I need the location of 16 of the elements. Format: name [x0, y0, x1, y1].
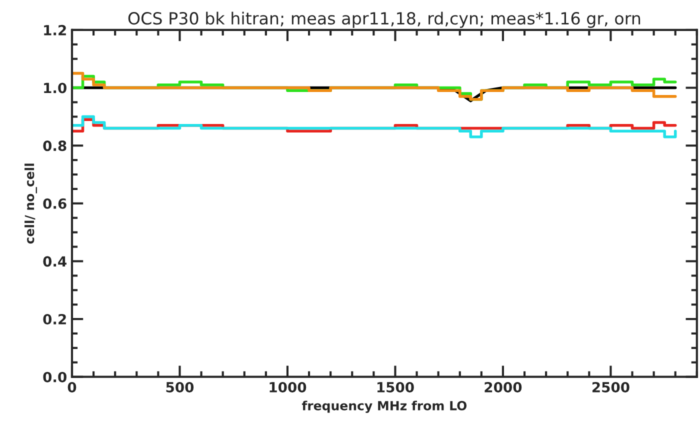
chart-title: OCS P30 bk hitran; meas apr11,18, rd,cyn; meas*1.16 gr, orn: [128, 12, 640, 28]
x-tick-label: 2000: [484, 382, 522, 392]
x-tick-label: 500: [166, 382, 194, 392]
y-tick-label: 1.0: [44, 82, 66, 94]
x-axis-title: frequency MHz from LO: [302, 400, 467, 413]
y-tick-label: 0.6: [43, 198, 66, 209]
x-tick-label: 1000: [270, 382, 306, 392]
y-tick-label: 0.4: [43, 256, 66, 267]
y-axis-title: cell/ no_cell: [24, 164, 37, 244]
y-tick-label: 0.2: [43, 314, 66, 325]
x-tick-label: 2500: [592, 382, 630, 392]
y-tick-label: 1.2: [44, 24, 66, 36]
x-tick-label: 1500: [377, 382, 414, 392]
x-tick-label: 0: [68, 382, 76, 392]
y-tick-label: 0.0: [43, 372, 66, 382]
y-tick-label: 0.8: [43, 140, 66, 152]
